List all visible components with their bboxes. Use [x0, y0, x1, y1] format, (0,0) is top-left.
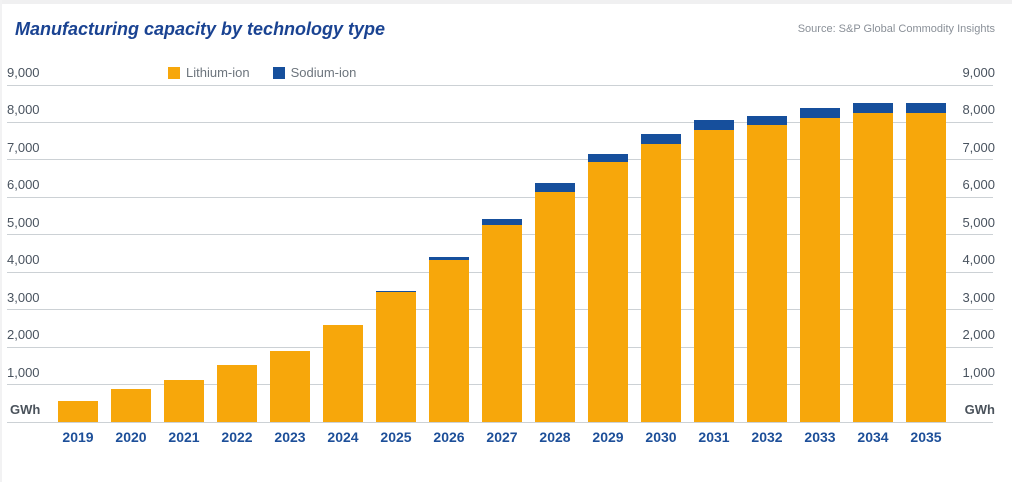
bar-lithium-ion-2019 [58, 401, 98, 422]
bar-lithium-ion-2021 [164, 379, 204, 422]
x-axis-label-2025: 2025 [380, 429, 412, 445]
y-axis-label-left-9000: 9,000 [7, 65, 40, 81]
bar-lithium-ion-2035 [906, 112, 946, 422]
y-axis-label-right-3000: 3,000 [962, 289, 995, 305]
gridline-6000 [7, 196, 993, 198]
legend-swatch-lithium-ion [168, 66, 180, 79]
y-axis-label-right-4000: 4,000 [962, 252, 995, 268]
legend: Lithium-ion Sodium-ion [168, 65, 379, 80]
y-axis-unit-right: GWh [964, 402, 995, 417]
y-axis-label-left-1000: 1,000 [7, 364, 40, 380]
bar-lithium-ion-2027 [482, 225, 522, 422]
gridline-9000 [7, 84, 993, 86]
y-axis-label-right-7000: 7,000 [962, 139, 995, 155]
bar-sodium-ion-2033 [800, 107, 840, 118]
y-axis-label-left-4000: 4,000 [7, 252, 40, 268]
x-axis-label-2019: 2019 [62, 429, 94, 445]
y-axis-label-left-2000: 2,000 [7, 327, 40, 343]
x-axis-label-2027: 2027 [486, 429, 518, 445]
source-attribution: Source: S&P Global Commodity Insights [797, 23, 995, 35]
bar-sodium-ion-2032 [747, 115, 787, 126]
bar-sodium-ion-2026 [429, 256, 469, 260]
y-axis-label-right-9000: 9,000 [962, 65, 995, 81]
x-axis-label-2023: 2023 [274, 429, 306, 445]
bar-lithium-ion-2026 [429, 259, 469, 422]
bar-sodium-ion-2025 [376, 290, 416, 293]
gridline-7000 [7, 159, 993, 161]
x-axis-label-2024: 2024 [327, 429, 359, 445]
y-axis-label-left-7000: 7,000 [7, 139, 40, 155]
bar-lithium-ion-2030 [641, 144, 681, 422]
bar-lithium-ion-2028 [535, 191, 575, 422]
legend-swatch-sodium-ion [272, 66, 285, 79]
x-axis-label-2034: 2034 [857, 429, 889, 445]
y-axis-unit-left: GWh [10, 402, 41, 417]
x-axis-label-2031: 2031 [698, 429, 730, 445]
y-axis-label-left-3000: 3,000 [7, 289, 40, 305]
y-axis-label-right-8000: 8,000 [962, 102, 995, 118]
bar-lithium-ion-2024 [323, 324, 363, 422]
y-axis-label-left-8000: 8,000 [7, 102, 40, 118]
x-axis-label-2026: 2026 [433, 429, 465, 445]
y-axis-label-right-1000: 1,000 [962, 364, 995, 380]
y-axis-label-left-5000: 5,000 [7, 214, 40, 230]
legend-label-sodium-ion: Sodium-ion [290, 65, 357, 80]
bar-sodium-ion-2030 [641, 134, 681, 145]
x-axis-label-2035: 2035 [910, 429, 942, 445]
bar-sodium-ion-2034 [853, 103, 893, 114]
x-axis-label-2021: 2021 [168, 429, 200, 445]
x-axis-label-2033: 2033 [804, 429, 836, 445]
bar-sodium-ion-2029 [588, 154, 628, 162]
bar-lithium-ion-2031 [694, 129, 734, 422]
bar-sodium-ion-2031 [694, 119, 734, 130]
y-axis-label-right-6000: 6,000 [962, 177, 995, 193]
gridline-0 [7, 421, 993, 423]
page-edge-left [0, 0, 2, 482]
x-axis-label-2032: 2032 [751, 429, 783, 445]
bar-lithium-ion-2022 [217, 364, 257, 422]
page-edge-top [0, 0, 1012, 4]
y-axis-label-left-6000: 6,000 [7, 177, 40, 193]
bar-lithium-ion-2029 [588, 161, 628, 422]
bar-lithium-ion-2020 [111, 389, 151, 422]
bar-lithium-ion-2032 [747, 125, 787, 422]
x-axis-label-2028: 2028 [539, 429, 571, 445]
bar-sodium-ion-2028 [535, 182, 575, 192]
bar-sodium-ion-2035 [906, 102, 946, 113]
x-axis-label-2029: 2029 [592, 429, 624, 445]
legend-label-lithium-ion: Lithium-ion [186, 65, 250, 80]
y-axis-label-right-5000: 5,000 [962, 214, 995, 230]
bar-lithium-ion-2025 [376, 292, 416, 422]
bar-lithium-ion-2033 [800, 117, 840, 422]
x-axis-label-2020: 2020 [115, 429, 147, 445]
x-axis-label-2022: 2022 [221, 429, 253, 445]
bar-lithium-ion-2034 [853, 113, 893, 422]
y-axis-label-right-2000: 2,000 [962, 327, 995, 343]
bar-lithium-ion-2023 [270, 351, 310, 422]
gridline-8000 [7, 121, 993, 123]
bar-sodium-ion-2027 [482, 219, 522, 226]
chart-title: Manufacturing capacity by technology typ… [15, 19, 386, 39]
x-axis-label-2030: 2030 [645, 429, 677, 445]
